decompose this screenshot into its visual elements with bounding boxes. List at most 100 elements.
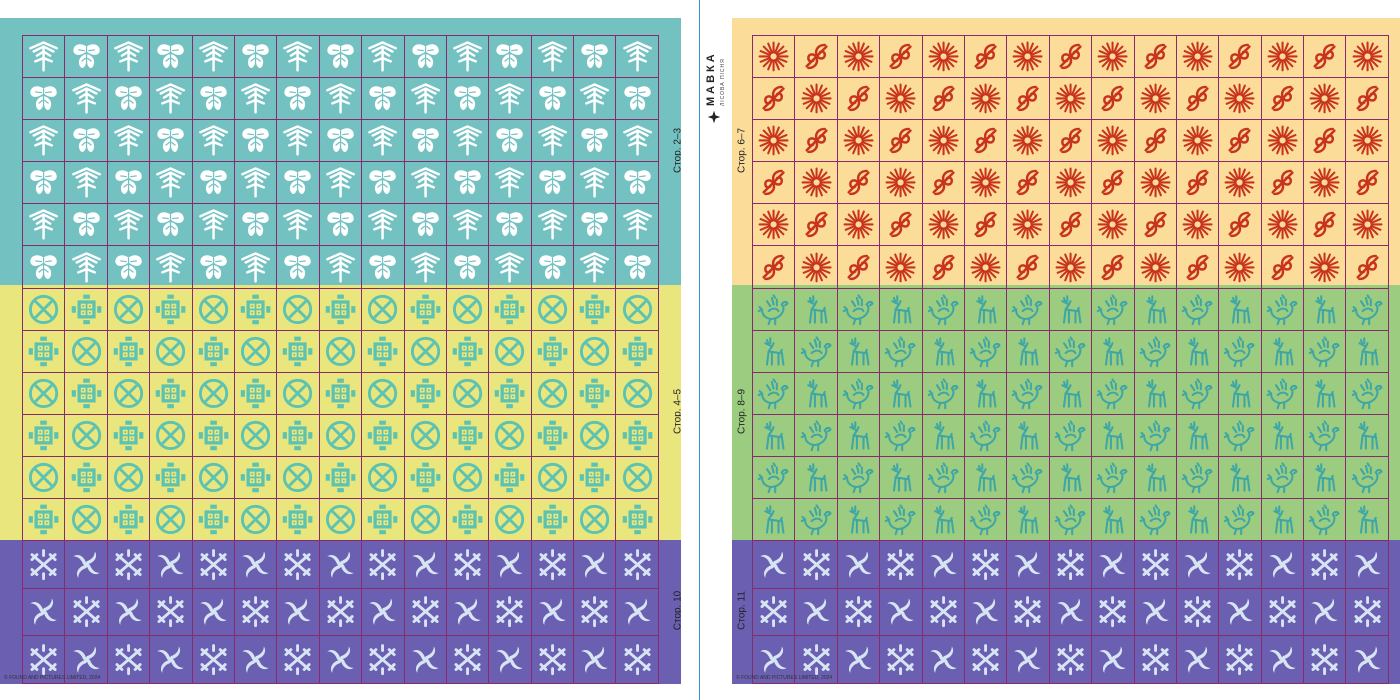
sticker-cell[interactable] [1219,588,1262,637]
sticker-cell[interactable] [1007,499,1050,542]
sticker-cell[interactable] [753,588,796,637]
sticker-cell[interactable] [753,372,796,415]
sticker-cell[interactable] [234,636,278,684]
sticker-cell[interactable] [1304,288,1347,331]
sticker-cell[interactable] [1007,78,1050,121]
sticker-cell[interactable] [880,162,923,205]
sticker-cell[interactable] [616,414,659,457]
sticker-cell[interactable] [964,246,1008,289]
sticker-cell[interactable] [23,372,66,415]
sticker-cell[interactable] [446,414,490,457]
sticker-cell[interactable] [277,246,320,289]
sticker-cell[interactable] [1092,246,1135,289]
sticker-cell[interactable] [234,246,278,289]
sticker-cell[interactable] [107,588,151,637]
sticker-cell[interactable] [65,414,108,457]
sticker-cell[interactable] [319,414,363,457]
sticker-cell[interactable] [234,288,278,331]
sticker-cell[interactable] [362,36,405,79]
sticker-cell[interactable] [1261,78,1305,121]
sticker-cell[interactable] [1007,36,1050,79]
sticker-cell[interactable] [150,414,193,457]
sticker-cell[interactable] [1219,541,1262,589]
sticker-cell[interactable] [1176,330,1220,373]
sticker-cell[interactable] [880,414,923,457]
sticker-cell[interactable] [489,636,532,684]
sticker-cell[interactable] [150,120,193,163]
sticker-cell[interactable] [1134,120,1177,163]
sticker-cell[interactable] [922,204,965,247]
sticker-cell[interactable] [1092,162,1135,205]
sticker-cell[interactable] [531,204,575,247]
sticker-cell[interactable] [150,456,193,500]
sticker-cell[interactable] [1134,588,1177,637]
sticker-cell[interactable] [319,204,363,247]
sticker-cell[interactable] [1092,636,1135,684]
sticker-cell[interactable] [922,78,965,121]
sticker-cell[interactable] [1261,204,1305,247]
sticker-cell[interactable] [150,288,193,331]
sticker-cell[interactable] [1261,246,1305,289]
sticker-cell[interactable] [531,456,575,500]
sticker-cell[interactable] [489,499,532,542]
sticker-cell[interactable] [319,78,363,121]
sticker-cell[interactable] [446,246,490,289]
sticker-cell[interactable] [1176,36,1220,79]
sticker-cell[interactable] [1261,288,1305,331]
sticker-cell[interactable] [277,456,320,500]
sticker-cell[interactable] [489,36,532,79]
sticker-cell[interactable] [1176,541,1220,589]
sticker-cell[interactable] [922,414,965,457]
sticker-cell[interactable] [574,78,617,121]
sticker-cell[interactable] [531,78,575,121]
sticker-cell[interactable] [446,541,490,589]
sticker-cell[interactable] [922,162,965,205]
sticker-cell[interactable] [1092,541,1135,589]
sticker-cell[interactable] [107,246,151,289]
sticker-cell[interactable] [489,78,532,121]
sticker-cell[interactable] [964,78,1008,121]
sticker-cell[interactable] [753,246,796,289]
sticker-cell[interactable] [404,162,447,205]
sticker-cell[interactable] [319,288,363,331]
sticker-cell[interactable] [795,36,838,79]
sticker-cell[interactable] [1219,204,1262,247]
sticker-cell[interactable] [753,499,796,542]
sticker-cell[interactable] [964,330,1008,373]
sticker-cell[interactable] [489,588,532,637]
sticker-cell[interactable] [489,330,532,373]
sticker-cell[interactable] [65,499,108,542]
sticker-cell[interactable] [362,499,405,542]
sticker-cell[interactable] [277,36,320,79]
sticker-cell[interactable] [404,204,447,247]
sticker-cell[interactable] [319,636,363,684]
sticker-cell[interactable] [234,120,278,163]
sticker-cell[interactable] [1304,588,1347,637]
sticker-cell[interactable] [107,456,151,500]
sticker-cell[interactable] [1261,456,1305,500]
sticker-cell[interactable] [1219,246,1262,289]
sticker-cell[interactable] [23,636,66,684]
sticker-cell[interactable] [489,372,532,415]
sticker-cell[interactable] [964,162,1008,205]
sticker-cell[interactable] [616,588,659,637]
sticker-cell[interactable] [1134,330,1177,373]
sticker-cell[interactable] [192,204,235,247]
sticker-cell[interactable] [1176,246,1220,289]
sticker-cell[interactable] [1007,414,1050,457]
sticker-cell[interactable] [1049,372,1093,415]
sticker-cell[interactable] [319,372,363,415]
sticker-cell[interactable] [192,636,235,684]
sticker-cell[interactable] [837,120,881,163]
sticker-cell[interactable] [880,456,923,500]
sticker-cell[interactable] [446,36,490,79]
sticker-cell[interactable] [531,36,575,79]
sticker-cell[interactable] [234,78,278,121]
sticker-cell[interactable] [1346,120,1389,163]
sticker-cell[interactable] [574,541,617,589]
sticker-cell[interactable] [404,330,447,373]
sticker-cell[interactable] [404,588,447,637]
sticker-cell[interactable] [1049,246,1093,289]
sticker-cell[interactable] [107,541,151,589]
sticker-cell[interactable] [1049,120,1093,163]
